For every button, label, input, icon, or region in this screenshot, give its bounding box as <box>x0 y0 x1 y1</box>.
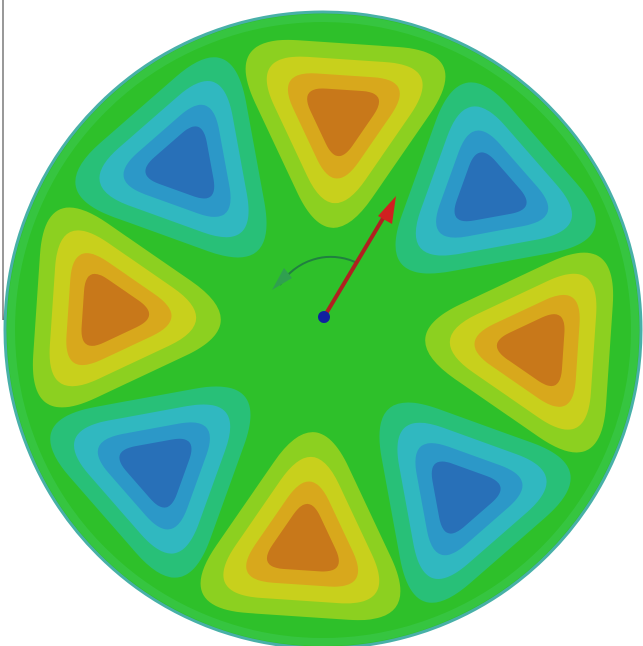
viewport <box>0 0 643 646</box>
page: (() => { const svg = document.getElement… <box>0 0 643 646</box>
origin-point <box>318 311 330 323</box>
